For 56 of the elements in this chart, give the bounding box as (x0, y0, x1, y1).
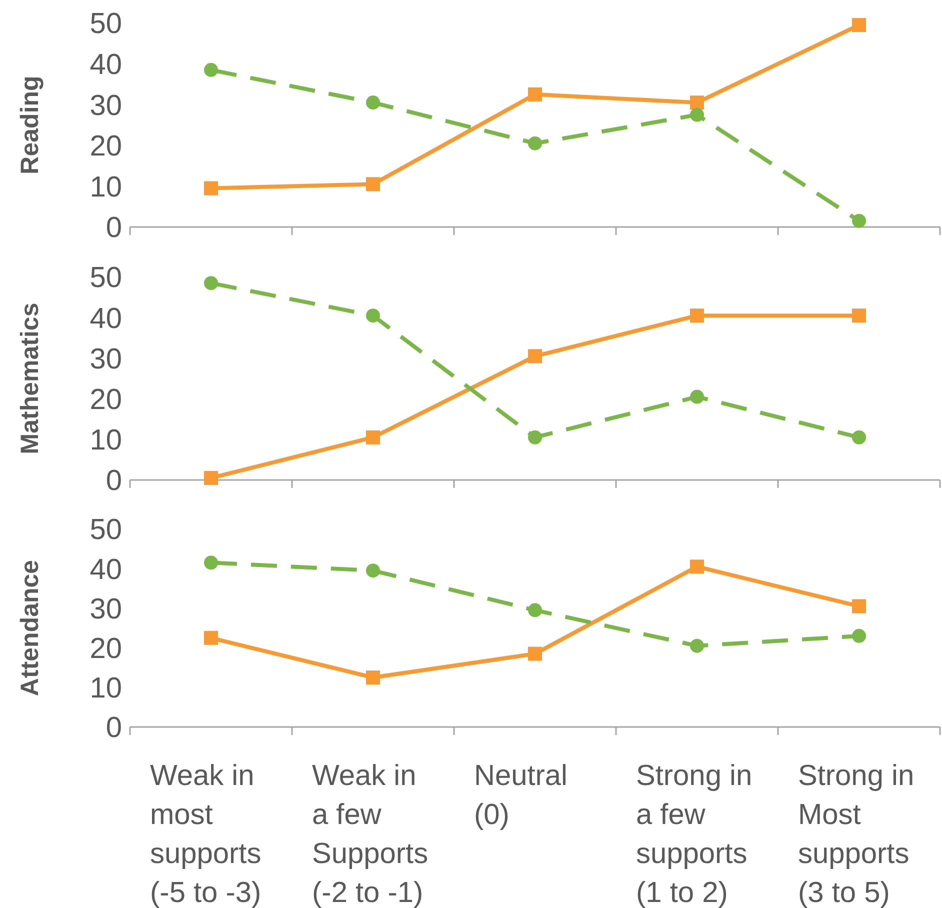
y-tick-label: 50 (90, 262, 122, 294)
point (852, 18, 866, 32)
point (690, 108, 704, 122)
y-tick-label: 20 (90, 384, 122, 416)
point (852, 308, 866, 323)
point (366, 430, 380, 444)
x-tick-label: Neutral (0) (474, 760, 568, 831)
point (528, 646, 542, 661)
y-tick-label: 40 (90, 554, 122, 586)
y-axis-title: Attendance (16, 560, 44, 696)
x-tick-label: Strong in a few supports (1 to 2) (636, 760, 752, 908)
point (528, 430, 542, 444)
y-tick-label: 0 (106, 712, 122, 744)
y-tick-label: 0 (106, 465, 122, 498)
y-axis-title: Reading (16, 76, 44, 174)
point (528, 136, 542, 150)
y-tick-label: 10 (90, 672, 122, 705)
point (852, 628, 866, 643)
y-tick-label: 30 (90, 343, 122, 376)
y-tick-label: 40 (90, 302, 122, 335)
point (204, 62, 218, 77)
y-axis-title: Mathematics (16, 302, 44, 454)
point (366, 96, 380, 110)
y-tick-label: 20 (90, 632, 122, 665)
point (366, 308, 380, 323)
y-tick-label: 30 (90, 593, 122, 626)
point (690, 308, 704, 323)
point (204, 556, 218, 570)
point (528, 87, 542, 102)
point (690, 390, 704, 404)
x-tick-label: Weak in a few Supports (-2 to -1) (312, 760, 428, 908)
point (690, 560, 704, 574)
x-tick-label: Weak in most supports (-5 to -3) (150, 760, 262, 908)
y-tick-label: 20 (90, 130, 122, 163)
point (528, 603, 542, 618)
point (204, 470, 218, 485)
point (690, 96, 704, 110)
y-tick-label: 0 (106, 212, 122, 244)
point (528, 349, 542, 364)
point (852, 430, 866, 444)
point (852, 214, 866, 228)
y-tick-label: 40 (90, 48, 122, 81)
point (366, 564, 380, 578)
y-tick-label: 50 (90, 8, 122, 40)
point (204, 630, 218, 645)
x-tick-label: Strong in Most supports (3 to 5) (798, 760, 914, 908)
point (204, 276, 218, 290)
point (366, 177, 380, 192)
y-tick-label: 30 (90, 90, 122, 122)
y-tick-label: 10 (90, 424, 122, 457)
point (366, 670, 380, 684)
point (204, 181, 218, 196)
y-tick-label: 10 (90, 171, 122, 204)
point (690, 638, 704, 653)
point (852, 599, 866, 614)
y-tick-label: 50 (90, 514, 122, 546)
